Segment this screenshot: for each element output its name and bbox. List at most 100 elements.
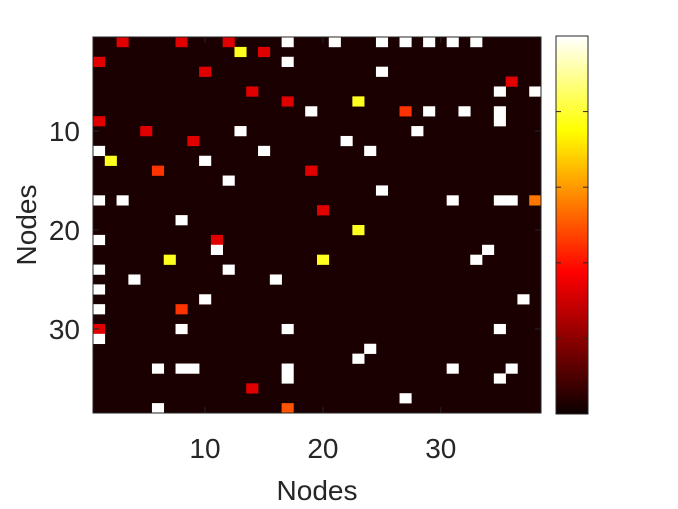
heatmap-cell xyxy=(493,323,506,335)
heatmap-cell xyxy=(175,363,188,374)
colorbar-ticks xyxy=(556,35,588,415)
heatmap-background xyxy=(93,37,541,413)
heatmap-cell xyxy=(305,165,318,176)
heatmap-cells xyxy=(93,37,542,414)
heatmap-cell xyxy=(258,145,271,157)
heatmap-cell xyxy=(151,165,165,176)
heatmap-cell xyxy=(93,195,106,206)
heatmap-cell xyxy=(93,323,106,335)
heatmap-cell xyxy=(493,373,506,384)
heatmap-cell xyxy=(93,264,106,275)
heatmap-cell xyxy=(493,116,506,127)
x-tick-label: 10 xyxy=(189,433,220,464)
heatmap-cell xyxy=(151,363,165,374)
heatmap-cell xyxy=(187,363,200,374)
heatmap-cell xyxy=(529,86,542,97)
heatmap-cell xyxy=(529,195,542,206)
heatmap-cell xyxy=(375,37,389,48)
heatmap-cell xyxy=(340,135,353,147)
heatmap-cell xyxy=(234,46,247,58)
heatmap-cell xyxy=(93,56,106,67)
heatmap-cell xyxy=(446,363,459,374)
heatmap-cell xyxy=(93,304,106,315)
x-axis-label: Nodes xyxy=(277,475,358,506)
heatmap-cell xyxy=(93,234,106,246)
heatmap-cell xyxy=(305,106,318,117)
heatmap-cell xyxy=(352,96,365,107)
heatmap-cell xyxy=(364,343,377,354)
heatmap-cell xyxy=(423,106,436,117)
heatmap-cell xyxy=(411,126,424,137)
heatmap-cell xyxy=(199,66,212,77)
heatmap-cell xyxy=(269,274,282,285)
y-axis-label: Nodes xyxy=(11,185,42,266)
heatmap-cell xyxy=(317,205,330,216)
heatmap-cell xyxy=(493,86,506,97)
heatmap-cell xyxy=(399,106,412,117)
heatmap-cell xyxy=(328,37,341,48)
heatmap-cell xyxy=(399,393,412,404)
axes-frame xyxy=(92,36,542,414)
heatmap-cell xyxy=(175,304,188,315)
heatmap-cell xyxy=(128,274,141,285)
heatmap-cell xyxy=(116,37,129,48)
heatmap-cell xyxy=(163,254,176,265)
heatmap-cell xyxy=(175,215,188,226)
heatmap-cell xyxy=(199,294,212,305)
heatmap-cell xyxy=(281,373,294,384)
heatmap-cell xyxy=(364,145,377,157)
heatmap-cell xyxy=(399,37,412,48)
axis-ticks: 10 20 30 10 20 30 xyxy=(49,37,541,464)
heatmap-cell xyxy=(199,155,212,166)
heatmap-cell xyxy=(493,195,506,206)
heatmap-cell xyxy=(222,175,235,186)
heatmap-cell xyxy=(458,106,471,117)
y-tick-label: 30 xyxy=(49,314,80,345)
heatmap-cell xyxy=(93,333,106,345)
heatmap-cell xyxy=(281,37,294,48)
heatmap-cell xyxy=(175,37,188,48)
heatmap-cell xyxy=(375,66,389,77)
y-tick-label: 10 xyxy=(49,116,80,147)
x-tick-label: 20 xyxy=(307,433,338,464)
heatmap-cell xyxy=(482,244,495,255)
heatmap-cell xyxy=(234,126,247,137)
heatmap-cell xyxy=(93,284,106,295)
heatmap-cell xyxy=(470,37,483,48)
heatmap-cell xyxy=(505,363,518,374)
heatmap-cell xyxy=(93,116,106,127)
heatmap-cell xyxy=(93,145,106,157)
heatmap-cell xyxy=(375,185,389,196)
heatmap-cell xyxy=(423,37,436,48)
heatmap-cell xyxy=(281,56,294,67)
heatmap-cell xyxy=(317,254,330,265)
heatmap-cell xyxy=(175,323,188,335)
heatmap-cell xyxy=(352,225,365,236)
heatmap-cell xyxy=(352,353,365,364)
heatmap-cell xyxy=(246,86,259,97)
heatmap-cell xyxy=(281,323,294,335)
heatmap-cell xyxy=(446,195,459,206)
heatmap-cell xyxy=(470,254,483,265)
heatmap-cell xyxy=(140,126,153,137)
heatmap-cell xyxy=(281,403,294,414)
heatmap-cell xyxy=(116,195,129,206)
heatmap-cell xyxy=(281,363,294,374)
heatmap-cell xyxy=(446,37,459,48)
heatmap-cell xyxy=(281,96,294,107)
heatmap-cell xyxy=(210,244,223,255)
heatmap-cell xyxy=(505,76,518,87)
heatmap-cell xyxy=(104,155,117,166)
heatmap-cell xyxy=(222,264,235,275)
colorbar xyxy=(555,35,589,415)
heatmap-cell xyxy=(210,234,223,246)
heatmap-cell xyxy=(151,403,165,414)
x-tick-label: 30 xyxy=(425,433,456,464)
y-tick-label: 20 xyxy=(49,215,80,246)
heatmap-cell xyxy=(517,294,530,305)
heatmap-cell xyxy=(505,195,518,206)
heatmap-cell xyxy=(187,135,200,147)
heatmap-cell xyxy=(246,383,259,394)
heatmap-cell xyxy=(222,37,235,48)
